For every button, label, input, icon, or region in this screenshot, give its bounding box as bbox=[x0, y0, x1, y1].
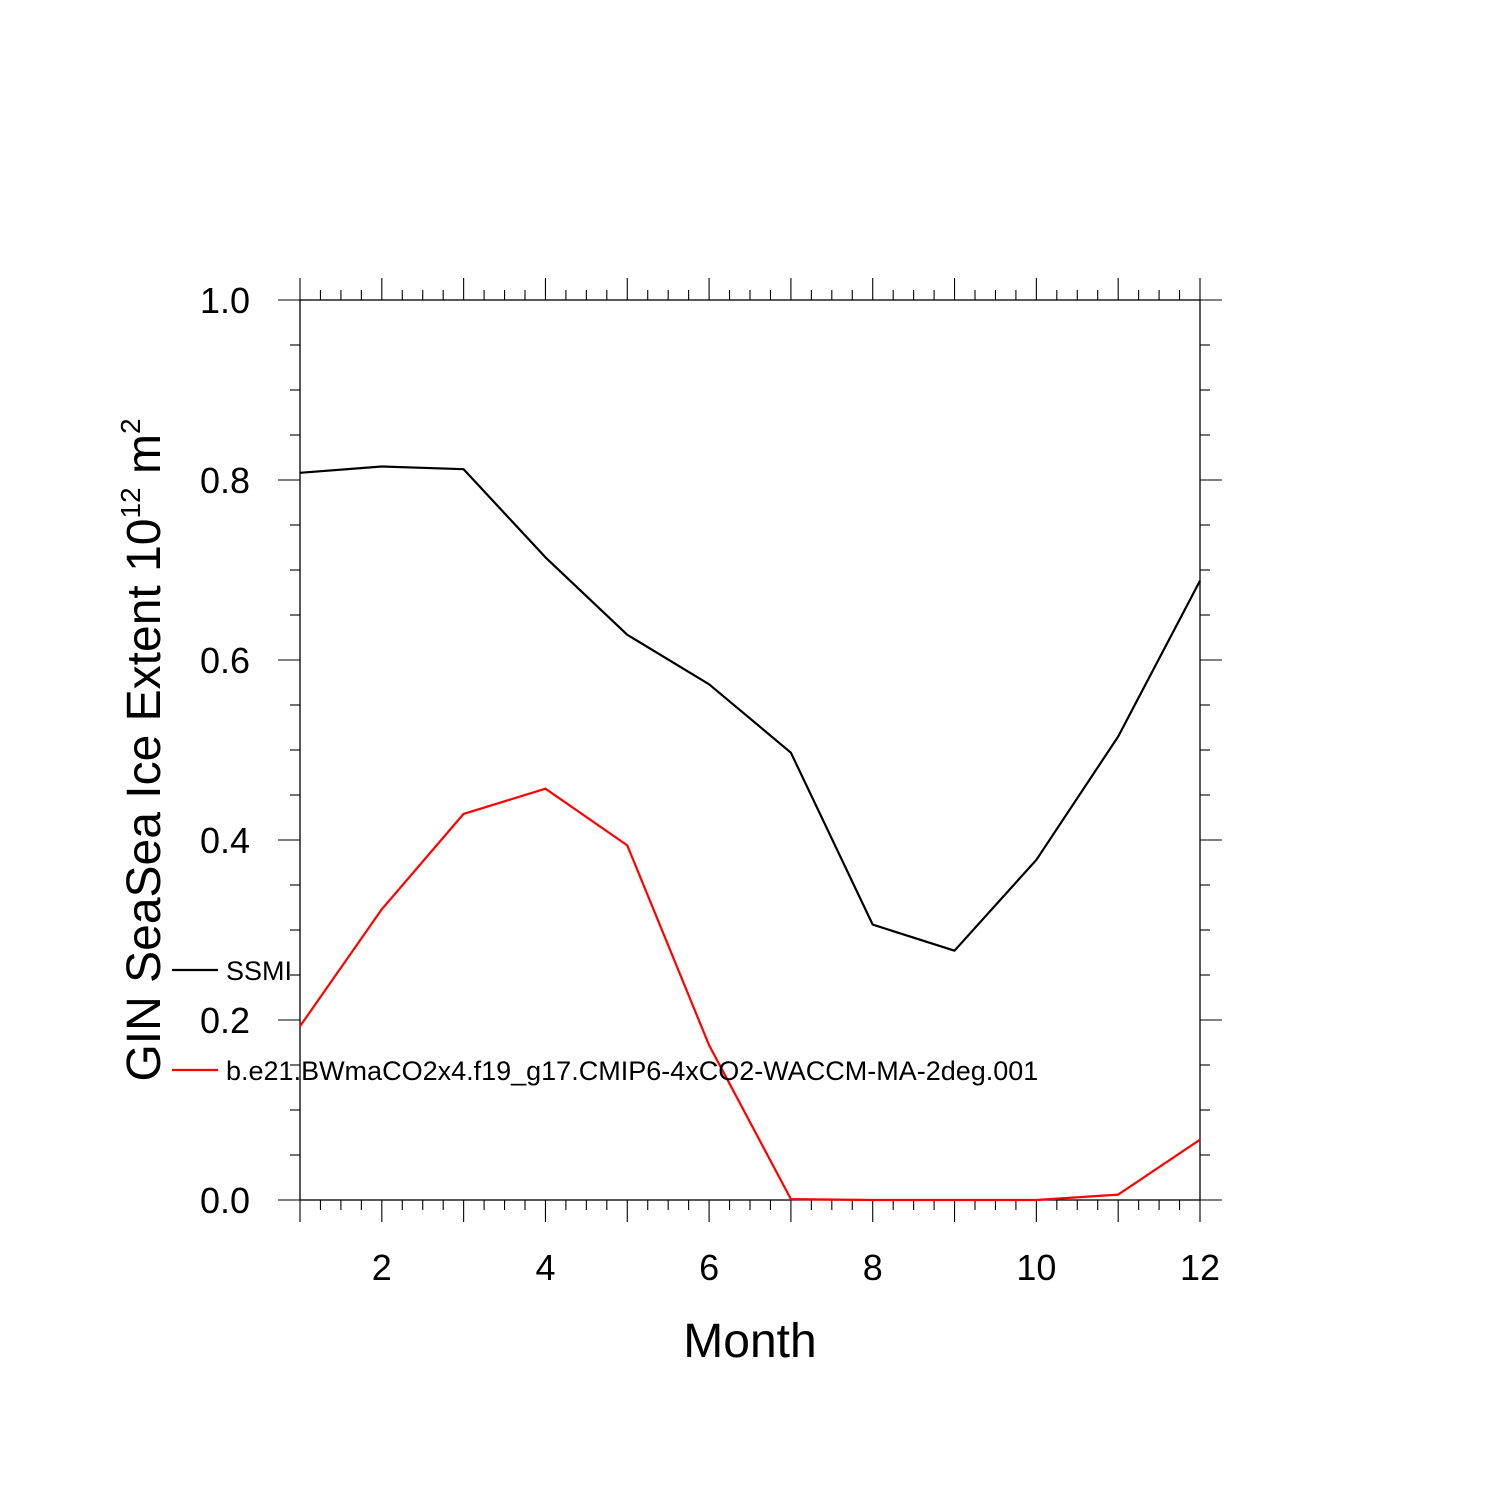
series-lines bbox=[299, 465, 1201, 1202]
y-tick-label: 0.8 bbox=[200, 460, 250, 501]
legend-label-1: SSMI bbox=[226, 956, 292, 986]
y-axis-title-unit: m bbox=[118, 434, 171, 487]
x-tick-label: 10 bbox=[1016, 1247, 1056, 1288]
y-axis-title-exponent: 12 bbox=[115, 487, 146, 518]
x-tick-label: 2 bbox=[372, 1247, 392, 1288]
x-tick-label: 4 bbox=[535, 1247, 555, 1288]
series-line-2 bbox=[299, 787, 1201, 1202]
axis-ticks bbox=[278, 278, 1222, 1222]
y-tick-label: 0.2 bbox=[200, 1000, 250, 1041]
x-tick-label: 12 bbox=[1180, 1247, 1220, 1288]
y-axis-title: GIN SeaSea Ice Extent 1012 m2 bbox=[115, 418, 171, 1081]
legend-label-2: b.e21.BWmaCO2x4.f19_g17.CMIP6-4xCO2-WACC… bbox=[226, 1056, 1038, 1086]
y-tick-label: 0.6 bbox=[200, 640, 250, 681]
series-line-1 bbox=[299, 465, 1201, 952]
y-axis-title-unit-exponent: 2 bbox=[115, 418, 146, 434]
y-tick-label: 0.4 bbox=[200, 820, 250, 861]
x-tick-label: 6 bbox=[699, 1247, 719, 1288]
y-axis-title-main: GIN SeaSea Ice Extent 10 bbox=[118, 519, 171, 1082]
x-axis-title: Month bbox=[683, 1315, 816, 1368]
axis-tick-labels: 2 4 6 8 10 12 0.0 0.2 0.4 0.6 0.8 1.0 bbox=[200, 280, 1220, 1288]
x-tick-label: 8 bbox=[863, 1247, 883, 1288]
y-tick-label: 1.0 bbox=[200, 280, 250, 321]
legend: SSMI b.e21.BWmaCO2x4.f19_g17.CMIP6-4xCO2-… bbox=[172, 956, 1038, 1086]
y-tick-label: 0.0 bbox=[200, 1180, 250, 1221]
